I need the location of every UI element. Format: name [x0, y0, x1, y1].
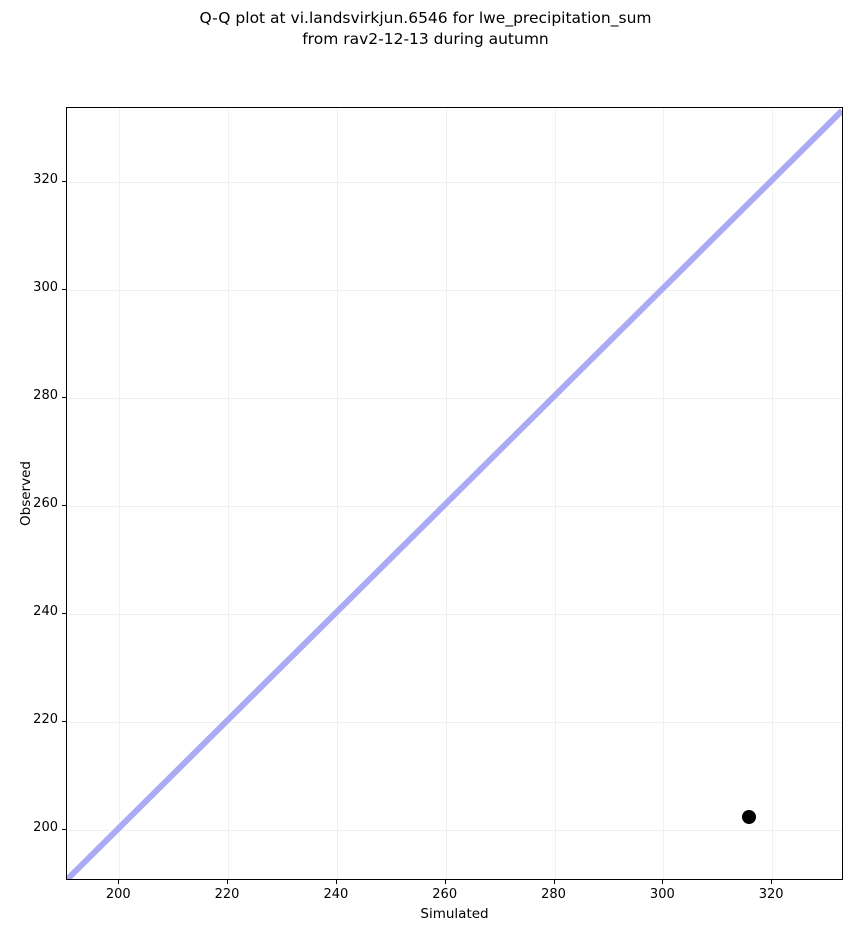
x-axis-label: Simulated — [420, 906, 489, 922]
x-axis-tick — [335, 880, 337, 884]
plot-area — [66, 107, 843, 880]
y-axis-tick — [62, 288, 66, 290]
y-axis-tick — [62, 720, 66, 722]
y-axis-tick — [62, 828, 66, 830]
gridline-horizontal — [67, 721, 842, 723]
x-axis-tick-label: 260 — [432, 887, 458, 902]
gridline-vertical — [445, 108, 447, 879]
y-axis-tick — [62, 612, 66, 614]
x-axis-tick-label: 240 — [323, 887, 349, 902]
x-axis-tick — [662, 880, 664, 884]
gridline-vertical — [772, 108, 774, 879]
x-axis-tick-label: 320 — [758, 887, 784, 902]
x-axis-tick — [227, 880, 229, 884]
chart-title: Q-Q plot at vi.landsvirkjun.6546 for lwe… — [199, 9, 652, 48]
x-axis-tick-label: 300 — [649, 887, 675, 902]
y-axis-tick-label: 320 — [33, 171, 58, 187]
x-axis-tick-label: 200 — [105, 887, 131, 902]
data-point — [742, 809, 757, 824]
gridline-horizontal — [67, 289, 842, 291]
identity-line — [67, 108, 842, 879]
x-axis-tick-label: 220 — [214, 887, 240, 902]
gridline-horizontal — [67, 613, 842, 615]
x-axis-tick — [444, 880, 446, 884]
y-axis-tick — [62, 396, 66, 398]
gridline-vertical — [119, 108, 121, 879]
y-axis-tick-label: 300 — [33, 279, 58, 295]
gridline-vertical — [336, 108, 338, 879]
y-axis-label: Observed — [18, 461, 34, 526]
gridline-horizontal — [67, 829, 842, 831]
gridline-horizontal — [67, 505, 842, 507]
y-axis-tick-label: 240 — [33, 603, 58, 619]
gridline-vertical — [663, 108, 665, 879]
y-axis-tick — [62, 504, 66, 506]
gridline-vertical — [228, 108, 230, 879]
x-axis-tick — [771, 880, 773, 884]
x-axis-tick — [553, 880, 555, 884]
y-axis-tick-label: 280 — [33, 387, 58, 403]
x-axis-tick — [118, 880, 120, 884]
y-axis-tick — [62, 180, 66, 182]
y-axis-tick-label: 260 — [33, 495, 58, 511]
y-axis-tick-label: 200 — [33, 819, 58, 835]
x-axis-tick-label: 280 — [541, 887, 566, 902]
gridline-horizontal — [67, 397, 842, 399]
gridline-vertical — [554, 108, 556, 879]
y-axis-tick-label: 220 — [33, 711, 58, 727]
gridline-horizontal — [67, 181, 842, 183]
